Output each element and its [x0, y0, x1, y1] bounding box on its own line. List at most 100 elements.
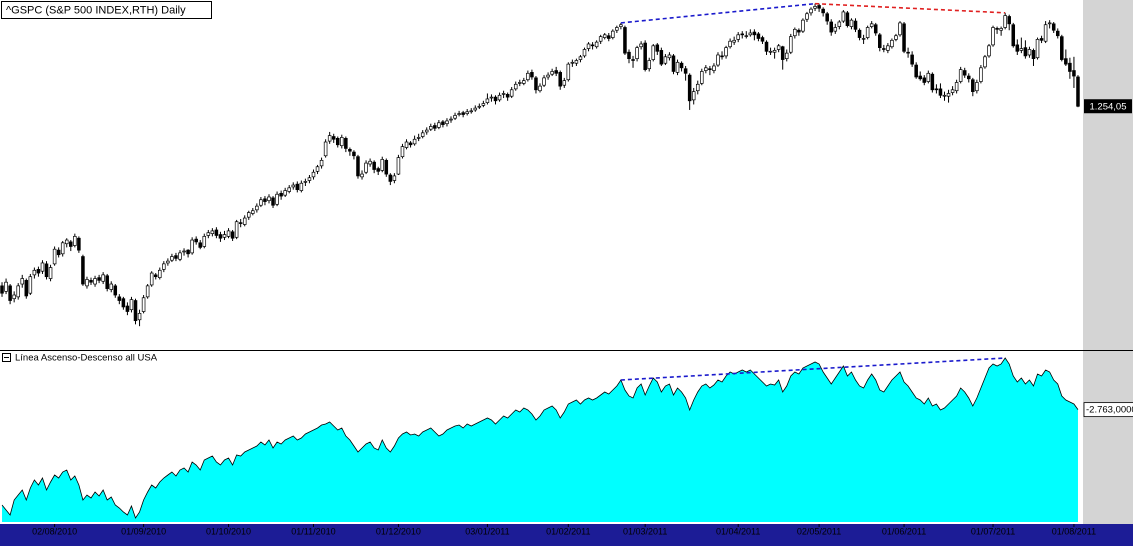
- x-tick-label: 02/05/2011: [797, 526, 841, 536]
- last-value-box: [1083, 402, 1133, 418]
- candle-body: [602, 34, 607, 38]
- candle-body: [748, 32, 753, 36]
- candle-body: [174, 255, 178, 259]
- candle-body: [708, 68, 712, 70]
- candle-body: [73, 236, 77, 246]
- candle-body: [619, 24, 623, 27]
- candle-body: [554, 70, 558, 74]
- candle-body: [865, 27, 870, 38]
- candle-body: [995, 28, 999, 30]
- candle-body: [671, 55, 676, 72]
- trendline: [620, 357, 1006, 381]
- candle-body: [1003, 15, 1007, 28]
- candle-body: [202, 236, 207, 247]
- candle-body: [473, 107, 478, 111]
- candle-body: [857, 29, 862, 38]
- candle-body: [772, 50, 777, 53]
- candle-body: [315, 166, 320, 172]
- candle-body: [655, 44, 660, 52]
- x-tick-label: 01/09/2010: [121, 526, 166, 536]
- candle-body: [449, 118, 453, 121]
- candle-body: [214, 229, 219, 236]
- candle-body: [89, 280, 93, 283]
- candle-body: [352, 151, 356, 157]
- candle-body: [1072, 70, 1076, 77]
- candle-body: [497, 94, 502, 101]
- candle-body: [238, 222, 243, 224]
- candle-body: [1011, 24, 1016, 47]
- candle-body: [894, 35, 898, 40]
- candle-body: [396, 157, 401, 175]
- candle-body: [744, 35, 749, 37]
- chart-title: ^GSPC (S&P 500 INDEX,RTH) Daily: [6, 4, 186, 16]
- candle-body: [934, 88, 939, 91]
- indicator-axis-strip: [1083, 351, 1133, 524]
- candle-body: [267, 196, 271, 202]
- candle-body: [125, 305, 130, 312]
- candle-body: [817, 5, 821, 9]
- candle-body: [1019, 48, 1024, 51]
- candle-body: [469, 110, 474, 113]
- candle-body: [946, 93, 951, 97]
- candle-body: [48, 267, 53, 279]
- candle-body: [700, 71, 704, 84]
- candle-body: [675, 61, 680, 73]
- candle-body: [16, 285, 20, 298]
- candle-body: [752, 31, 757, 36]
- candle-body: [1055, 30, 1060, 37]
- candle-body: [999, 28, 1003, 31]
- candle-body: [404, 141, 409, 148]
- candle-body: [550, 71, 554, 75]
- candle-body: [69, 241, 73, 247]
- candle-body: [97, 277, 101, 281]
- candle-body: [518, 82, 522, 84]
- candle-body: [837, 21, 842, 27]
- candle-body: [975, 82, 979, 92]
- candle-body: [918, 75, 922, 80]
- candle-body: [930, 73, 935, 91]
- candle-body: [1039, 38, 1044, 41]
- candle-body: [360, 173, 364, 178]
- candle-body: [416, 137, 421, 139]
- candle-body: [736, 34, 740, 40]
- candle-body: [218, 234, 223, 239]
- candle-body: [546, 74, 550, 78]
- candle-body: [562, 80, 567, 86]
- candle-body: [210, 230, 215, 234]
- candle-body: [230, 231, 235, 239]
- trendline: [620, 2, 816, 24]
- candle-body: [789, 36, 793, 53]
- candle-body: [477, 105, 482, 108]
- candle-body: [149, 272, 154, 286]
- candle-body: [222, 234, 227, 238]
- x-tick-label: 01/10/2010: [206, 526, 251, 536]
- candle-body: [853, 20, 858, 30]
- candle-body: [861, 38, 866, 40]
- candle-body: [878, 34, 882, 48]
- candle-body: [724, 47, 728, 57]
- candle-body: [356, 156, 360, 177]
- area-fill: [2, 358, 1078, 522]
- candle-body: [849, 19, 854, 27]
- candle-body: [760, 37, 765, 42]
- candle-body: [117, 296, 122, 301]
- candle-body: [12, 294, 16, 300]
- plot-area: [0, 2, 1080, 522]
- candle-body: [966, 75, 971, 80]
- candle-body: [291, 184, 296, 188]
- candle-body: [979, 67, 983, 82]
- candle-body: [380, 159, 385, 171]
- candle-body: [275, 193, 279, 205]
- candle-body: [505, 94, 510, 98]
- candle-body: [1023, 47, 1028, 57]
- candle-body: [606, 35, 611, 39]
- candle-body: [1007, 16, 1011, 25]
- x-axis-bar: [0, 524, 1133, 546]
- candle-body: [153, 274, 158, 278]
- candle-body: [983, 56, 987, 68]
- candle-body: [420, 132, 425, 137]
- candle-body: [311, 171, 316, 178]
- candle-body: [797, 29, 801, 33]
- candle-body: [1060, 36, 1064, 60]
- candle-body: [186, 249, 190, 255]
